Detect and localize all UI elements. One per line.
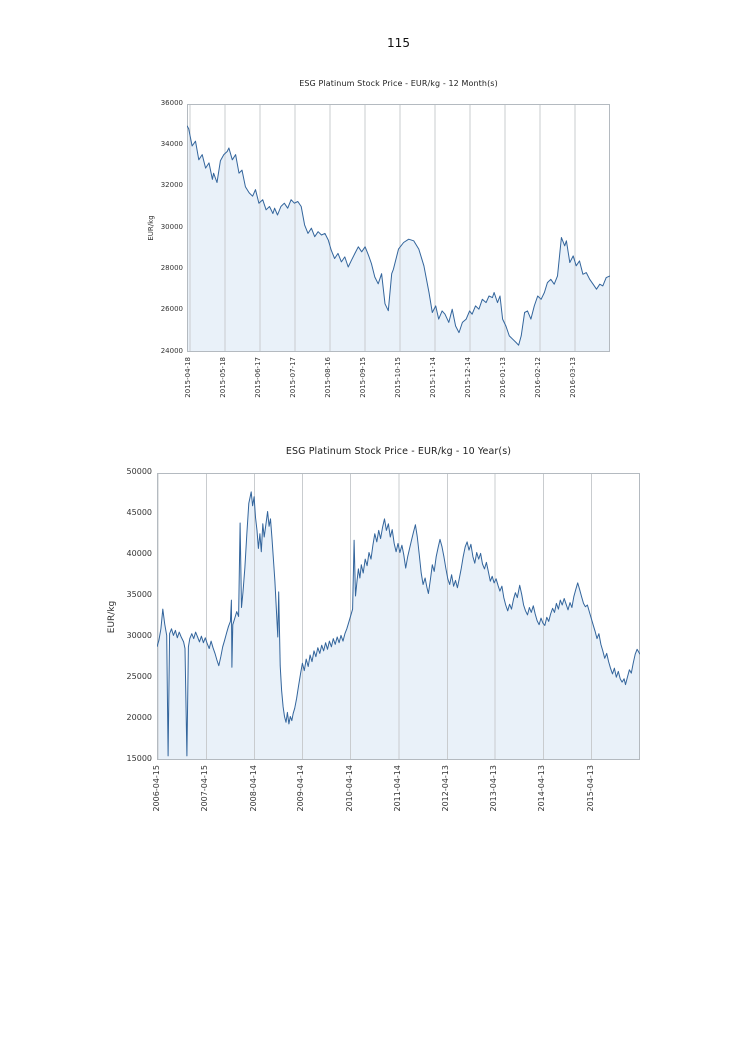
x-tick-label: 2007-04-15	[200, 765, 210, 812]
y-tick-label: 30000	[160, 222, 183, 231]
gridlines	[189, 105, 576, 351]
plot-border	[157, 473, 640, 760]
x-tick-label: 2006-04-15	[151, 765, 161, 812]
plot-border	[187, 104, 610, 352]
x-tick-label: 2008-04-14	[248, 765, 258, 812]
x-tick-label: 2015-04-13	[585, 765, 595, 812]
x-tick-label: 2014-04-13	[537, 765, 547, 812]
y-tick-label: 28000	[160, 263, 183, 272]
chart-title: ESG Platinum Stock Price - EUR/kg - 12 M…	[299, 79, 498, 88]
y-tick-label: 24000	[160, 346, 183, 355]
page-number: 115	[387, 36, 410, 50]
y-tick-label: 34000	[160, 139, 183, 148]
price-line	[156, 491, 641, 757]
price-line	[186, 125, 611, 346]
y-tick-label: 36000	[160, 98, 183, 107]
price-area	[187, 125, 610, 352]
y-tick-label: 20000	[126, 713, 152, 722]
chart-title: ESG Platinum Stock Price - EUR/kg - 10 Y…	[285, 446, 512, 457]
x-tick-label: 2013-04-13	[489, 765, 499, 812]
y-tick-label: 26000	[160, 305, 183, 314]
x-tick-label: 2009-04-14	[296, 765, 306, 812]
y-tick-label: 40000	[126, 549, 152, 558]
y-axis-label: EUR/kg	[107, 600, 117, 633]
y-tick-label: 30000	[126, 631, 152, 640]
y-tick-label: 50000	[126, 467, 152, 476]
x-tick-label: 2011-04-14	[392, 765, 402, 812]
plot-area	[156, 473, 641, 760]
x-tick-label: 2012-04-13	[441, 765, 451, 812]
y-tick-label: 15000	[126, 754, 152, 763]
y-tick-label: 45000	[126, 508, 152, 517]
price-series-svg	[186, 104, 611, 352]
y-tick-label: 35000	[126, 590, 152, 599]
y-tick-label: 25000	[126, 672, 152, 681]
plot-area	[186, 104, 611, 352]
y-tick-label: 32000	[160, 181, 183, 190]
x-tick-label: 2016-03-13	[568, 357, 577, 398]
x-tick-label: 2010-04-14	[344, 765, 354, 812]
price-series-svg	[156, 473, 641, 760]
